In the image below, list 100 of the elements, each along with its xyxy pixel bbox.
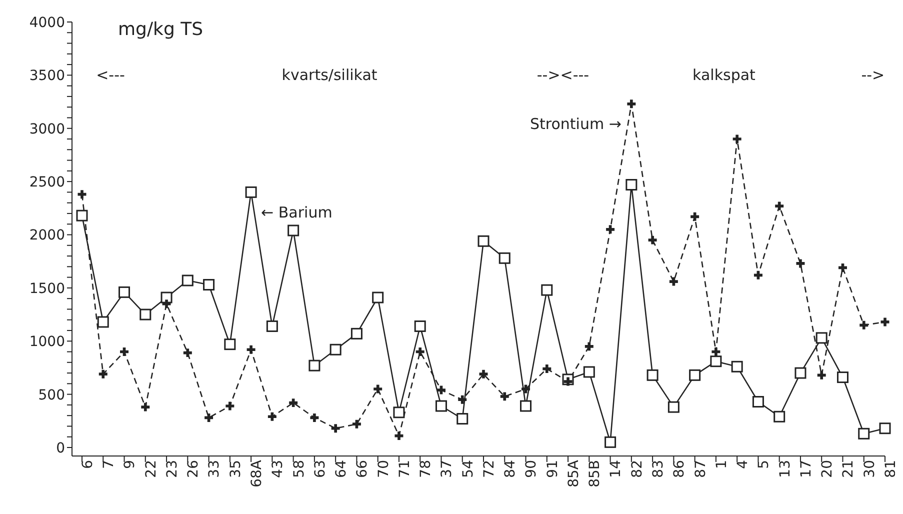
- x-tick-label: 54: [460, 460, 476, 478]
- point: [374, 384, 382, 394]
- point: [226, 402, 234, 410]
- x-tick-label: 85B: [587, 460, 604, 488]
- point: [604, 436, 616, 448]
- point: [268, 412, 276, 421]
- x-tick-label: 66: [354, 460, 371, 478]
- point: [204, 413, 214, 422]
- y-axis-title: mg/kg TS: [118, 18, 204, 40]
- point: [98, 370, 108, 378]
- point: [626, 179, 638, 190]
- x-tick-label: 14: [608, 460, 624, 478]
- point: [352, 420, 361, 428]
- point: [414, 320, 426, 332]
- point: [97, 316, 109, 328]
- annotation: kalkspat: [692, 66, 756, 84]
- point: [669, 277, 678, 286]
- point: [140, 308, 152, 320]
- x-tick-label: 33: [206, 460, 223, 478]
- x-tick-label: 72: [481, 460, 498, 478]
- x-tick-label: 63: [312, 460, 328, 478]
- point: [224, 338, 236, 350]
- x-tick-label: 21: [840, 460, 857, 478]
- point: [331, 424, 340, 433]
- point: [796, 259, 805, 268]
- point: [583, 366, 595, 378]
- x-tick-label: 58: [291, 460, 308, 478]
- point: [350, 328, 362, 340]
- point: [522, 384, 530, 394]
- point: [289, 398, 298, 408]
- point: [78, 190, 86, 199]
- x-tick-label: 35: [228, 460, 244, 478]
- point: [542, 364, 552, 374]
- point: [393, 406, 405, 418]
- point: [774, 410, 786, 422]
- point: [162, 300, 171, 308]
- point: [245, 186, 257, 198]
- point: [627, 100, 636, 108]
- x-tick-label: 70: [376, 460, 392, 478]
- x-tick-label: 37: [439, 460, 456, 478]
- point: [584, 342, 594, 351]
- y-tick-label: 1000: [29, 334, 65, 350]
- x-tick-label: 5: [756, 460, 772, 469]
- point: [712, 348, 720, 356]
- x-tick-label: 82: [629, 460, 646, 478]
- point: [308, 360, 320, 372]
- x-tick-label: 30: [862, 460, 878, 478]
- point: [879, 422, 891, 434]
- x-tick-label: 20: [820, 460, 836, 478]
- point: [775, 202, 784, 210]
- x-tick-label: 68A: [248, 460, 265, 488]
- x-tick-label: 23: [164, 460, 180, 478]
- point: [648, 236, 657, 244]
- point: [880, 318, 890, 326]
- x-tick-label: 6: [80, 460, 96, 469]
- x-tick-label: 7: [101, 460, 118, 469]
- point: [478, 235, 490, 247]
- x-tick-label: 91: [544, 460, 561, 478]
- point: [564, 377, 572, 386]
- annotation: --><---: [536, 66, 590, 84]
- point: [860, 320, 868, 330]
- point: [732, 134, 742, 144]
- point: [310, 413, 319, 422]
- point: [520, 400, 532, 412]
- x-tick-label: 1: [714, 460, 730, 469]
- point: [182, 274, 194, 286]
- annotation: -->: [861, 66, 885, 84]
- point: [435, 400, 447, 412]
- point: [690, 212, 700, 221]
- x-tick-label: 84: [502, 460, 519, 478]
- y-tick-label: 2000: [29, 228, 65, 244]
- point: [456, 413, 468, 425]
- annotation: Strontium →: [530, 115, 622, 134]
- x-tick-label: 86: [672, 460, 688, 478]
- point: [731, 360, 743, 372]
- annotation: <---: [96, 66, 125, 84]
- x-tick-label: 83: [650, 460, 666, 478]
- point: [816, 332, 828, 344]
- point: [183, 348, 192, 358]
- y-tick-label: 4000: [29, 14, 65, 31]
- point: [330, 344, 342, 356]
- point: [120, 348, 129, 356]
- point: [606, 225, 615, 234]
- point: [416, 348, 424, 356]
- x-tick-label: 90: [524, 460, 540, 478]
- x-tick-label: 26: [186, 460, 202, 478]
- point: [541, 284, 553, 296]
- point: [436, 386, 446, 394]
- point: [118, 286, 130, 298]
- annotation: ← Barium: [261, 204, 332, 222]
- point: [394, 432, 404, 440]
- x-tick-label: 22: [143, 460, 160, 478]
- point: [458, 395, 467, 404]
- y-tick-label: 0: [56, 440, 65, 456]
- annotation: kvarts/silikat: [282, 66, 378, 84]
- y-tick-label: 2500: [29, 174, 65, 191]
- y-tick-label: 3000: [29, 121, 65, 138]
- point: [838, 263, 847, 272]
- x-tick-label: 78: [418, 460, 434, 478]
- y-tick-label: 1500: [29, 280, 65, 297]
